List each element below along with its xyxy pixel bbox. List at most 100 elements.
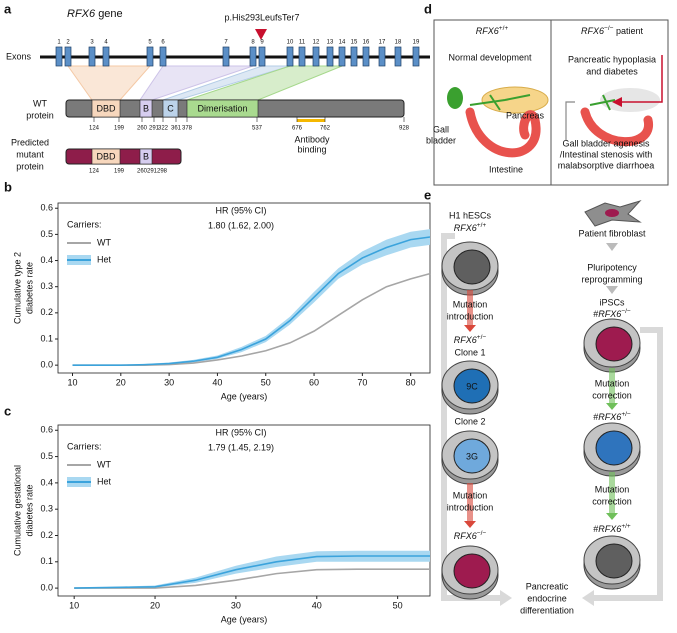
arrow-head <box>606 243 618 251</box>
series-line <box>72 272 431 366</box>
exon-number: 13 <box>327 40 334 46</box>
x-tick-label: 70 <box>357 377 367 387</box>
series-line <box>74 568 430 589</box>
annotation-title: HR (95% CI) <box>215 205 266 215</box>
label: differentiation <box>520 605 574 615</box>
y-axis-title: Cumulative type 2 <box>12 252 22 324</box>
intestine <box>580 107 653 146</box>
confidence-band <box>72 229 431 366</box>
arrow-shaft <box>467 483 473 522</box>
arrow-shaft <box>467 290 473 326</box>
nucleus <box>595 326 633 362</box>
label: binding <box>297 144 326 154</box>
y-tick-label: 0.5 <box>40 451 53 461</box>
plot-frame <box>57 202 431 374</box>
exon <box>258 46 266 67</box>
legend-label: WT <box>97 459 111 469</box>
nucleus <box>595 543 633 579</box>
exon-number: 19 <box>413 40 420 46</box>
label: protein <box>16 161 44 171</box>
exon-number: 17 <box>379 40 386 46</box>
genotype: RFX6−/− patient <box>581 25 643 37</box>
exon <box>350 46 358 67</box>
exon-number: 10 <box>287 40 294 46</box>
pancreas-ghost <box>600 88 660 112</box>
x-tick-label: 20 <box>116 377 126 387</box>
legend-label: Het <box>97 476 112 486</box>
gene-name: RFX6 <box>454 223 477 233</box>
x-axis-title: Age (years) <box>221 391 268 401</box>
suffix: patient <box>616 26 644 36</box>
exon-number: 9 <box>260 40 264 46</box>
antibody-epitope <box>297 119 325 122</box>
label: protein <box>26 110 54 120</box>
domain-label: C <box>167 103 174 113</box>
exon-number: 11 <box>299 40 306 46</box>
mutation: p.His293LeufsTer7 <box>224 12 299 22</box>
genotype: RFX6−/− <box>454 530 487 542</box>
legend-label: Het <box>97 254 112 264</box>
position-label: 199 <box>114 169 125 175</box>
position-label: 298 <box>157 169 168 175</box>
label: Gall bladder agenesis <box>562 138 650 148</box>
exon-number: 15 <box>351 40 358 46</box>
label: Antibody <box>294 134 330 144</box>
label: Pluripotency <box>587 262 637 272</box>
intestine <box>465 107 541 158</box>
exon-number: 2 <box>66 40 70 46</box>
arrow-head <box>606 286 618 294</box>
nucleus <box>453 249 491 285</box>
position-label: 260 <box>137 169 148 175</box>
fibroblast-nucleus <box>605 209 619 217</box>
label: endocrine <box>527 593 567 603</box>
position-label: 291 <box>149 126 160 132</box>
genotype-sup: +/− <box>477 334 487 341</box>
domain-label: B <box>143 103 149 113</box>
position-label: 199 <box>114 126 125 132</box>
genotype-sup: +/− <box>621 411 631 418</box>
gene-title: RFX6 gene <box>67 8 123 20</box>
x-tick-label: 50 <box>393 600 403 610</box>
duct <box>589 94 616 111</box>
legend-title: Carriers: <box>67 441 102 451</box>
gall-bladder <box>447 87 463 109</box>
domain <box>91 148 121 165</box>
position-label: 676 <box>292 126 303 132</box>
label: Pancreas <box>506 110 545 120</box>
nucleus <box>453 438 491 474</box>
position-label: 928 <box>399 126 410 132</box>
genotype-sup: +/+ <box>477 222 487 229</box>
y-tick-label: 0.4 <box>40 477 53 487</box>
label: WT <box>33 98 47 108</box>
x-tick-label: 30 <box>164 377 174 387</box>
exon <box>298 46 306 67</box>
series-line <box>74 555 430 589</box>
label: /Intestinal stenosis with <box>560 149 653 159</box>
domain-label: Dimerisation <box>197 103 247 113</box>
genotype-sup: −/− <box>621 308 631 315</box>
label: Mutation <box>453 490 488 500</box>
series-line <box>72 236 431 366</box>
gene-name: RFX6 <box>598 309 621 319</box>
gene-name: RFX6 <box>598 524 621 534</box>
loop-head <box>582 590 594 606</box>
y-tick-label: 0.6 <box>40 425 53 435</box>
gene-name: RFX6 <box>454 531 477 541</box>
genotype: RFX6+/− <box>454 334 487 346</box>
exon-number: 14 <box>339 40 346 46</box>
label: bladder <box>426 135 456 145</box>
y-tick-label: 0.2 <box>40 307 53 317</box>
domain <box>91 99 121 118</box>
legend-title: Carriers: <box>67 219 102 229</box>
x-tick-label: 30 <box>231 600 241 610</box>
y-tick-label: 0.3 <box>40 281 53 291</box>
position-label: 260 <box>137 126 148 132</box>
genotype: RFX6+/+ <box>454 222 487 234</box>
clone-id: 3G <box>466 451 478 461</box>
genotype: #RFX6+/− <box>593 411 631 423</box>
y-tick-label: 0.5 <box>40 229 53 239</box>
arrow-shaft <box>609 368 615 404</box>
x-tick-label: 10 <box>67 377 77 387</box>
exon-number: 12 <box>313 40 320 46</box>
